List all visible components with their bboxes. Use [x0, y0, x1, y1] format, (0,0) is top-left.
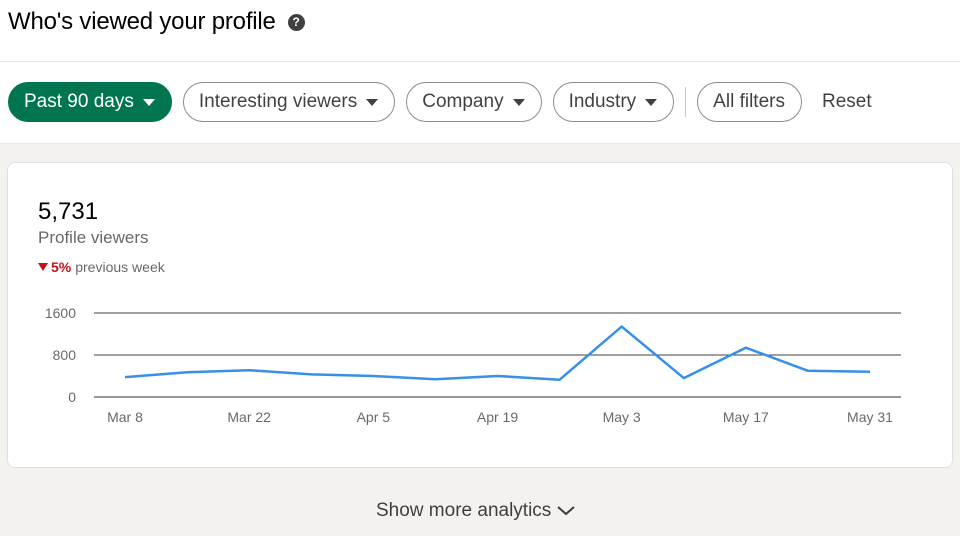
filter-label: Industry: [568, 91, 637, 112]
question-circle-icon[interactable]: ?: [287, 13, 305, 31]
reset-button[interactable]: Reset: [821, 91, 872, 112]
filter-label: All filters: [713, 91, 785, 112]
chevron-down-icon: [557, 500, 575, 522]
filter-past-90-days-button[interactable]: Past 90 days: [8, 82, 172, 122]
y-tick-label: 800: [53, 347, 77, 363]
y-tick-label: 1600: [45, 305, 76, 321]
analytics-card: 5,731 Profile viewers 5% previous week 0…: [7, 162, 953, 468]
x-tick-label: Mar 22: [227, 409, 271, 425]
profile-viewers-chart: 0 800 1600 Mar 8 Mar 22 Apr 5 Apr 19 May 3 May 1…: [45, 305, 901, 425]
x-tick-label: May 3: [603, 409, 641, 425]
filter-industry-button[interactable]: Industry: [552, 82, 675, 122]
series-line: [124, 325, 871, 381]
caret-down-icon: [512, 98, 525, 106]
filter-bar: Past 90 days Interesting viewers Company…: [8, 82, 872, 122]
title-row: Who's viewed your profile ?: [8, 8, 305, 36]
profile-viewers-count: 5,731: [38, 198, 99, 225]
filter-label: Interesting viewers: [198, 91, 358, 112]
x-tick-label: Apr 19: [477, 409, 518, 425]
filter-separator: [685, 87, 687, 117]
filter-label: Past 90 days: [24, 91, 134, 112]
caret-down-icon: [366, 98, 379, 106]
page-title: Who's viewed your profile: [8, 8, 276, 35]
x-tick-label: Apr 5: [357, 409, 391, 425]
filter-label: Company: [422, 91, 504, 112]
trend-indicator: 5% previous week: [38, 259, 165, 275]
all-filters-button[interactable]: All filters: [697, 82, 802, 122]
trend-value: 5%: [51, 259, 72, 275]
filter-interesting-viewers-button[interactable]: Interesting viewers: [182, 82, 396, 122]
caret-down-icon: [142, 98, 155, 106]
trend-label: previous week: [75, 259, 165, 275]
x-tick-label: May 31: [847, 409, 893, 425]
show-more-analytics-button[interactable]: Show more analytics: [376, 500, 575, 522]
caret-down-icon: [645, 98, 658, 106]
filter-company-button[interactable]: Company: [406, 82, 542, 122]
page-header: Who's viewed your profile ? Past 90 days…: [0, 0, 960, 144]
x-tick-label: Mar 8: [107, 409, 143, 425]
triangle-down-icon: [38, 263, 48, 271]
header-divider: [0, 61, 960, 62]
x-tick-label: May 17: [723, 409, 769, 425]
y-tick-label: 0: [68, 389, 76, 405]
show-more-label: Show more analytics: [376, 500, 552, 521]
profile-viewers-label: Profile viewers: [38, 228, 149, 247]
